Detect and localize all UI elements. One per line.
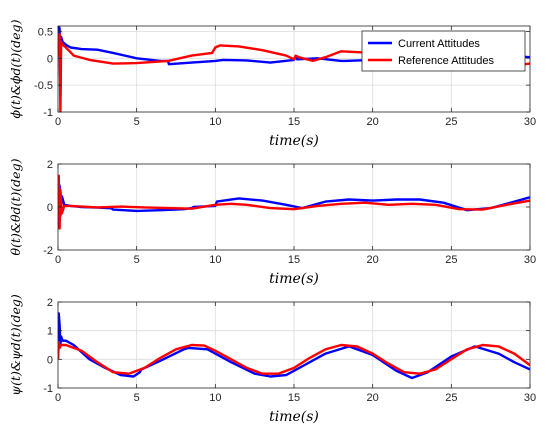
roll-subplot: 0 5 10 15 20 25 30 -1 -0.5 0 0.5 time(s) ϕ(t)&ϕd(t)(… (8, 19, 536, 149)
x-axis-label: time(s) (269, 271, 319, 287)
x-tick-label: 5 (134, 254, 140, 266)
x-tick-label: 30 (524, 254, 536, 266)
x-tick-label: 30 (524, 392, 536, 404)
x-tick-label: 0 (55, 392, 61, 404)
reference-attitudes-line (58, 340, 530, 375)
current-attitudes-line (58, 312, 530, 380)
x-tick-label: 5 (134, 392, 140, 404)
y-tick-label: 1 (47, 326, 53, 338)
x-tick-label: 5 (134, 116, 140, 128)
x-tick-label: 10 (209, 392, 221, 404)
legend-label: Reference Attitudes (398, 55, 495, 67)
x-tick-label: 25 (445, 116, 457, 128)
x-tick-label: 20 (367, 392, 379, 404)
y-tick-label: -0.5 (34, 80, 53, 92)
x-tick-label: 10 (209, 116, 221, 128)
x-tick-label: 25 (445, 392, 457, 404)
x-tick-label: 10 (209, 254, 221, 266)
y-tick-label: -1 (43, 383, 53, 395)
x-tick-label: 15 (288, 254, 300, 266)
y-tick-label: 2 (47, 297, 53, 309)
y-axis-label: ϕ(t)&ϕd(t)(deg) (8, 19, 23, 118)
reference-attitudes-line (58, 174, 530, 230)
x-tick-label: 20 (367, 116, 379, 128)
y-tick-label: -1 (43, 107, 53, 119)
legend-box (361, 30, 526, 72)
x-tick-label: 15 (288, 392, 300, 404)
y-axis-label: ψ(t)&ψd(t)(deg) (8, 294, 23, 396)
x-tick-label: 0 (55, 254, 61, 266)
x-tick-label: 25 (445, 254, 457, 266)
x-axis-label: time(s) (269, 409, 319, 425)
y-tick-label: 0 (47, 354, 53, 366)
y-tick-label: -2 (43, 245, 53, 257)
x-tick-label: 15 (288, 116, 300, 128)
y-tick-label: 0 (47, 53, 53, 65)
legend-label: Current Attitudes (398, 38, 480, 50)
y-tick-label: 0 (47, 202, 53, 214)
x-axis-label: time(s) (269, 133, 319, 149)
x-tick-label: 20 (367, 254, 379, 266)
y-axis-label: θ(t)&θd(t)(deg) (8, 158, 23, 255)
x-tick-label: 30 (524, 116, 536, 128)
y-tick-label: 2 (47, 159, 53, 171)
x-tick-label: 0 (55, 116, 61, 128)
y-tick-label: 0.5 (38, 26, 53, 38)
